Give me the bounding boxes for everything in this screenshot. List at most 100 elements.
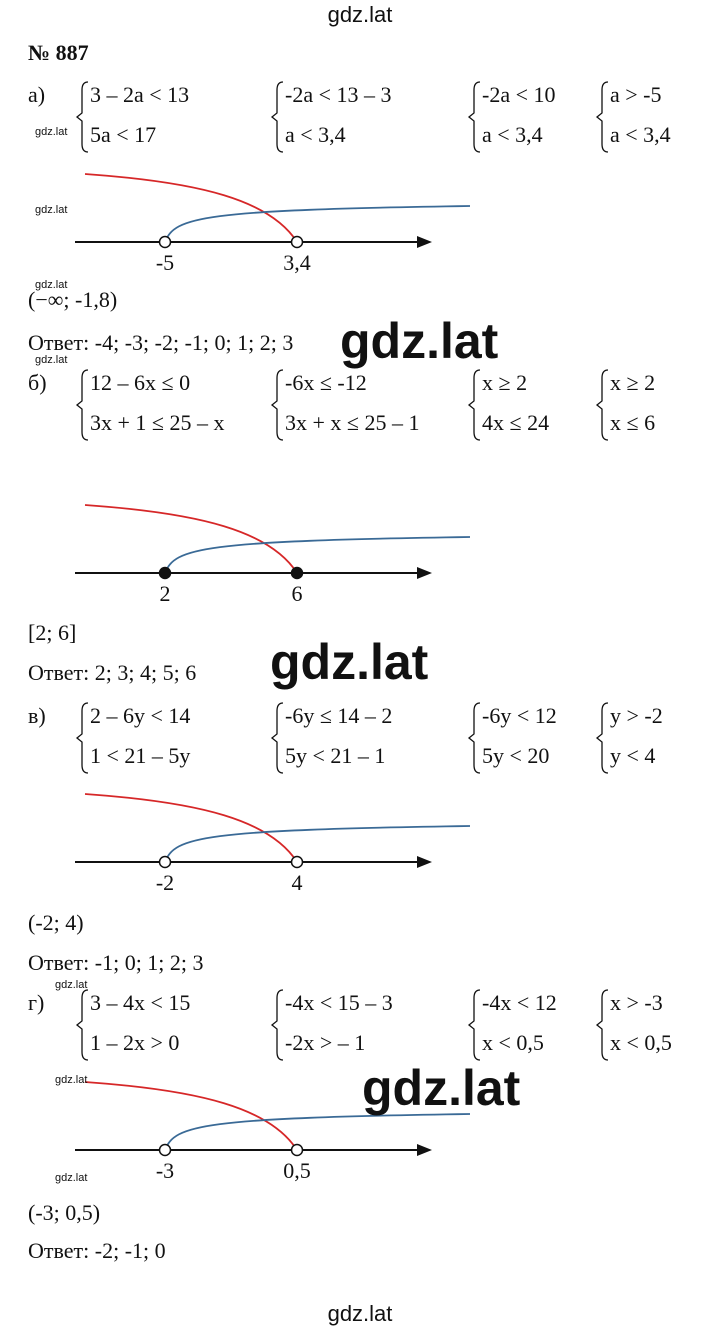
brace bbox=[467, 989, 481, 1061]
inequality: 5y < 21 – 1 bbox=[285, 743, 385, 768]
big-watermark: gdz.lat bbox=[270, 634, 429, 690]
blue-curve bbox=[164, 536, 471, 574]
axis-arrow bbox=[417, 1144, 432, 1156]
inequality: 1 < 21 – 5y bbox=[90, 743, 190, 768]
axis-arrow bbox=[417, 236, 432, 248]
big-watermark: gdz.lat bbox=[362, 1060, 521, 1116]
blue-curve bbox=[164, 1113, 471, 1151]
inequality: x < 0,5 bbox=[610, 1030, 672, 1055]
answer: Ответ: -4; -3; -2; -1; 0; 1; 2; 3 bbox=[28, 330, 293, 355]
small-watermark: gdz.lat bbox=[55, 979, 87, 991]
brace bbox=[595, 81, 609, 153]
axis-arrow bbox=[417, 567, 432, 579]
inequality: -4x < 15 – 3 bbox=[285, 990, 393, 1015]
header: gdz.lat bbox=[328, 2, 393, 27]
inequality: x ≥ 2 bbox=[482, 370, 527, 395]
interval: (-2; 4) bbox=[28, 910, 84, 935]
red-curve bbox=[84, 1081, 298, 1151]
point bbox=[290, 1143, 304, 1157]
inequality: x < 0,5 bbox=[482, 1030, 544, 1055]
answer: Ответ: -1; 0; 1; 2; 3 bbox=[28, 950, 204, 975]
point-label: -5 bbox=[156, 250, 174, 275]
point-label: 3,4 bbox=[283, 250, 311, 275]
brace bbox=[75, 369, 89, 441]
inequality: -6y ≤ 14 – 2 bbox=[285, 703, 392, 728]
point-label: -3 bbox=[156, 1158, 174, 1183]
inequality: 1 – 2x > 0 bbox=[90, 1030, 179, 1055]
small-watermark: gdz.lat bbox=[55, 1172, 87, 1184]
red-curve bbox=[84, 504, 298, 574]
part-label: г) bbox=[28, 990, 44, 1015]
interval: (-3; 0,5) bbox=[28, 1200, 100, 1225]
point bbox=[290, 235, 304, 249]
inequality: a < 3,4 bbox=[482, 122, 543, 147]
brace bbox=[75, 702, 89, 774]
brace bbox=[270, 81, 284, 153]
inequality: x ≤ 6 bbox=[610, 410, 655, 435]
point-label: 2 bbox=[160, 581, 171, 606]
answer: Ответ: -2; -1; 0 bbox=[28, 1238, 166, 1263]
task-number: № 887 bbox=[28, 40, 89, 65]
point bbox=[158, 566, 172, 580]
inequality: 3 – 2a < 13 bbox=[90, 82, 189, 107]
brace bbox=[75, 81, 89, 153]
point bbox=[158, 855, 172, 869]
brace bbox=[467, 369, 481, 441]
brace bbox=[270, 369, 284, 441]
blue-curve bbox=[164, 205, 471, 243]
brace bbox=[595, 702, 609, 774]
point-label: -2 bbox=[156, 870, 174, 895]
inequality: -6y < 12 bbox=[482, 703, 557, 728]
inequality: 4x ≤ 24 bbox=[482, 410, 549, 435]
inequality: x > -3 bbox=[610, 990, 663, 1015]
inequality: 2 – 6y < 14 bbox=[90, 703, 190, 728]
point bbox=[158, 1143, 172, 1157]
inequality: 5y < 20 bbox=[482, 743, 549, 768]
point-label: 4 bbox=[292, 870, 303, 895]
inequality: 3x + x ≤ 25 – 1 bbox=[285, 410, 419, 435]
interval: [2; 6] bbox=[28, 620, 76, 645]
inequality: -2a < 10 bbox=[482, 82, 556, 107]
brace bbox=[270, 702, 284, 774]
point bbox=[290, 566, 304, 580]
answer: Ответ: 2; 3; 4; 5; 6 bbox=[28, 660, 196, 685]
inequality: a < 3,4 bbox=[285, 122, 346, 147]
red-curve bbox=[84, 173, 298, 243]
brace bbox=[467, 81, 481, 153]
part-label: а) bbox=[28, 82, 45, 107]
part-label: в) bbox=[28, 703, 46, 728]
point-label: 0,5 bbox=[283, 1158, 311, 1183]
inequality: 3 – 4x < 15 bbox=[90, 990, 190, 1015]
footer: gdz.lat bbox=[328, 1301, 393, 1326]
small-watermark: gdz.lat bbox=[35, 279, 67, 291]
inequality: a < 3,4 bbox=[610, 122, 671, 147]
interval: (−∞; -1,8) bbox=[28, 287, 117, 312]
small-watermark: gdz.lat bbox=[35, 204, 67, 216]
blue-curve bbox=[164, 825, 471, 863]
inequality: 12 – 6x ≤ 0 bbox=[90, 370, 190, 395]
point-label: 6 bbox=[292, 581, 303, 606]
inequality: 5a < 17 bbox=[90, 122, 156, 147]
point bbox=[158, 235, 172, 249]
big-watermark: gdz.lat bbox=[340, 313, 499, 369]
brace bbox=[75, 989, 89, 1061]
inequality: 3x + 1 ≤ 25 – x bbox=[90, 410, 224, 435]
inequality: a > -5 bbox=[610, 82, 662, 107]
brace bbox=[270, 989, 284, 1061]
small-watermark: gdz.lat bbox=[35, 354, 67, 366]
inequality: y > -2 bbox=[610, 703, 663, 728]
brace bbox=[595, 989, 609, 1061]
small-watermark: gdz.lat bbox=[55, 1074, 87, 1086]
inequality: -2a < 13 – 3 bbox=[285, 82, 392, 107]
brace bbox=[467, 702, 481, 774]
part-label: б) bbox=[28, 370, 47, 395]
inequality: -4x < 12 bbox=[482, 990, 557, 1015]
red-curve bbox=[84, 793, 298, 863]
inequality: x ≥ 2 bbox=[610, 370, 655, 395]
inequality: -6x ≤ -12 bbox=[285, 370, 367, 395]
axis-arrow bbox=[417, 856, 432, 868]
brace bbox=[595, 369, 609, 441]
small-watermark: gdz.lat bbox=[35, 126, 67, 138]
